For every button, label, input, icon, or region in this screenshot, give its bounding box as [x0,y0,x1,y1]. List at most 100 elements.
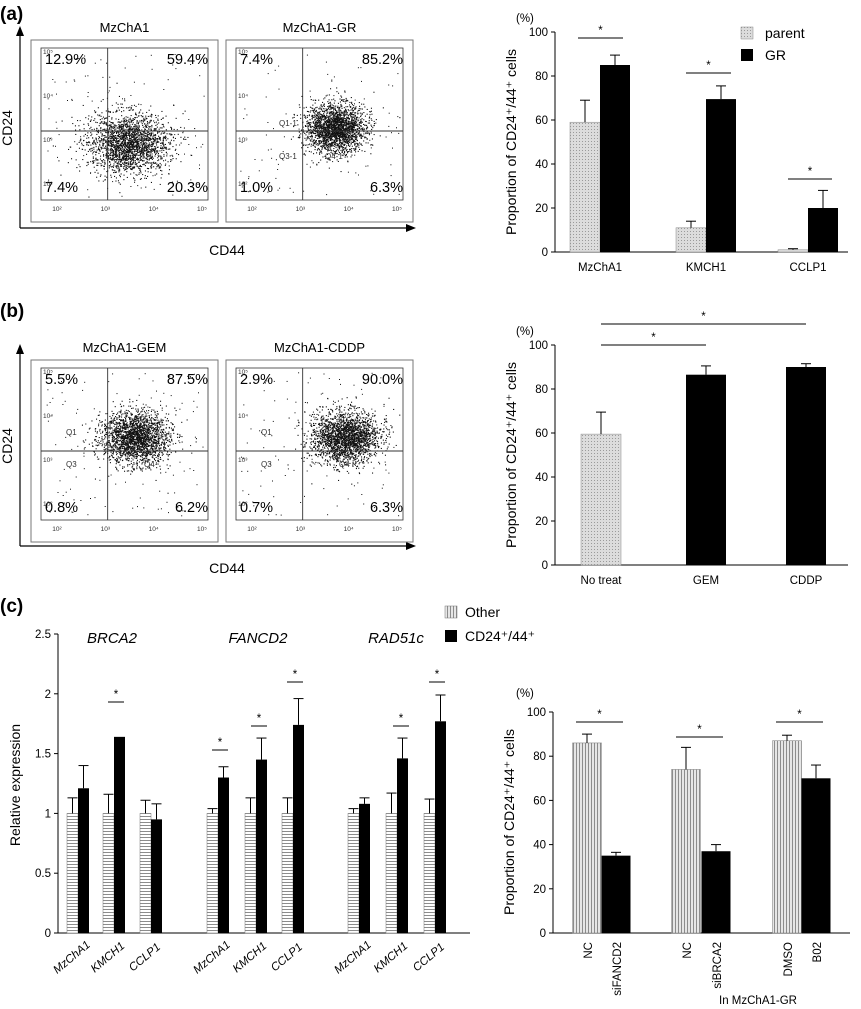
flow-event-dot [139,435,141,437]
flow-plot-title: MzChA1-GEM [83,340,167,355]
flow-event-dot [154,122,156,124]
flow-event-dot [343,141,345,143]
flow-event-dot [322,131,324,133]
flow-event-dot [121,136,123,138]
flow-event-dot [341,136,343,138]
flow-event-dot [331,119,333,121]
flow-event-dot [167,79,169,81]
flow-event-dot [335,138,337,140]
flow-event-dot [327,118,329,120]
flow-event-dot [152,143,154,145]
flow-event-dot [301,142,303,144]
flow-event-dot [83,145,85,147]
flow-event-dot [320,113,322,115]
flow-event-dot [330,150,332,152]
flow-event-dot [121,141,123,143]
flow-event-dot [348,110,350,112]
flow-event-dot [90,150,92,152]
flow-event-dot [125,131,127,133]
flow-event-dot [341,137,343,139]
flow-event-dot [135,112,137,114]
flow-event-dot [339,124,341,126]
flow-event-dot [317,116,319,118]
flow-event-dot [327,158,329,160]
flow-event-dot [140,172,142,174]
flow-event-dot [333,124,335,126]
flow-event-dot [128,143,130,145]
flow-event-dot [128,134,130,136]
flow-event-dot [105,139,107,141]
flow-event-dot [346,122,348,124]
flow-event-dot [143,163,145,165]
flow-event-dot [158,128,160,130]
flow-event-dot [317,111,319,113]
flow-event-dot [323,129,325,131]
flow-event-dot [335,150,337,152]
flow-event-dot [130,161,132,163]
flow-event-dot [128,145,130,147]
flow-event-dot [323,116,325,118]
flow-event-dot [134,157,136,159]
flow-event-dot [172,136,174,138]
flow-event-dot [309,126,311,128]
flow-event-dot [341,117,343,119]
flow-event-dot [120,132,122,134]
flow-event-dot [146,154,148,156]
flow-event-dot [343,117,345,119]
flow-event-dot [340,146,342,148]
flow-event-dot [145,140,147,142]
flow-event-dot [321,123,323,125]
flow-event-dot [332,161,334,163]
flow-event-dot [131,471,133,473]
flow-event-dot [109,76,111,78]
flow-event-dot [325,141,327,143]
flow-event-dot [157,160,159,162]
flow-event-dot [130,120,132,122]
flow-event-dot [350,156,352,158]
flow-event-dot [337,128,339,130]
flow-event-dot [343,124,345,126]
flow-event-dot [138,144,140,146]
flow-event-dot [119,148,121,150]
flow-event-dot [346,131,348,133]
flow-event-dot [334,121,336,123]
flow-event-dot [115,145,117,147]
flow-event-dot [353,123,355,125]
flow-event-dot [112,134,114,136]
flow-event-dot [110,427,112,429]
flow-event-dot [112,169,114,171]
flow-event-dot [117,136,119,138]
flow-event-dot [345,102,347,104]
flow-event-dot [118,433,120,435]
flow-event-dot [132,167,134,169]
flow-event-dot [339,128,341,130]
flow-event-dot [147,136,149,138]
flow-event-dot [96,149,98,151]
flow-event-dot [337,132,339,134]
quadrant-q3-value: 1.0% [240,180,273,196]
flow-event-dot [121,137,123,139]
flow-event-dot [307,125,309,127]
flow-event-dot [141,136,143,138]
flow-event-dot [124,154,126,156]
flow-event-dot [125,158,127,160]
flow-event-dot [331,121,333,123]
flow-event-dot [316,125,318,127]
flow-event-dot [150,146,152,148]
flow-event-dot [131,141,133,143]
flow-event-dot [165,151,167,153]
flow-event-dot [87,189,89,191]
flow-event-dot [153,454,155,456]
flow-event-dot [313,133,315,135]
flow-event-dot [322,137,324,139]
flow-event-dot [142,115,144,117]
flow-event-dot [58,134,60,136]
flow-event-dot [370,118,372,120]
flow-event-dot [125,154,127,156]
flow-event-dot [318,111,320,113]
flow-event-dot [108,165,110,167]
flow-event-dot [128,149,130,151]
flow-event-dot [130,126,132,128]
flow-event-dot [169,133,171,135]
flow-event-dot [79,166,81,168]
